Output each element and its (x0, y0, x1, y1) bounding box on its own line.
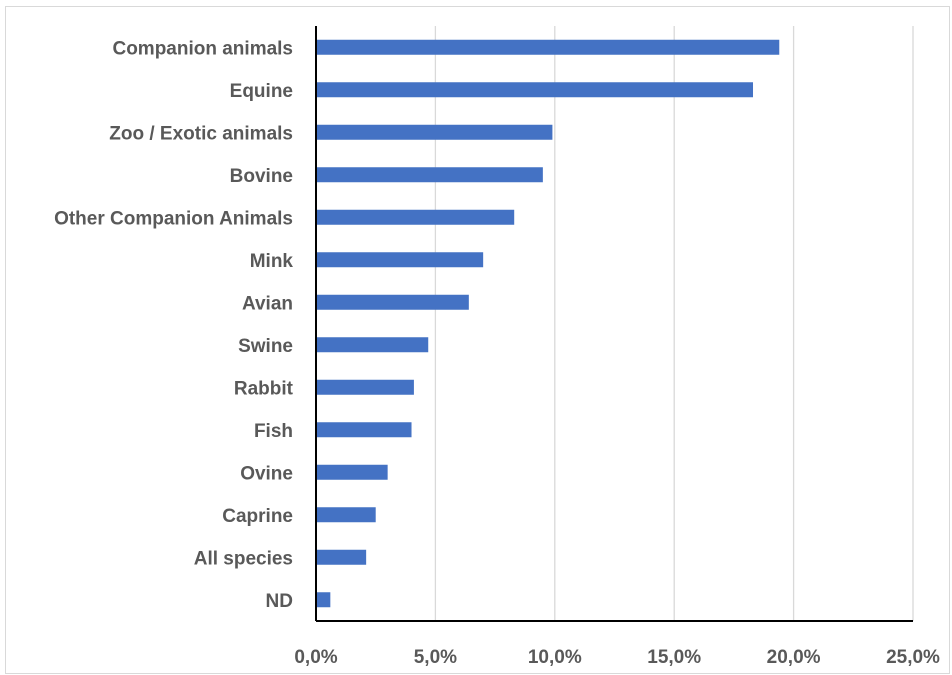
category-label-9: Fish (254, 421, 293, 442)
category-label-11: Caprine (222, 506, 293, 527)
bar-3 (316, 167, 543, 183)
bar-12 (316, 549, 367, 565)
category-label-10: Ovine (240, 463, 293, 484)
category-label-12: All species (194, 548, 293, 569)
category-label-13: ND (266, 591, 293, 612)
bar-7 (316, 337, 429, 353)
category-label-5: Mink (250, 251, 294, 272)
x-tick-label-1: 5,0% (414, 647, 457, 668)
category-label-3: Bovine (230, 166, 293, 187)
bar-4 (316, 209, 515, 225)
category-label-2: Zoo / Exotic animals (109, 123, 293, 144)
x-tick-label-3: 15,0% (647, 647, 701, 668)
bars (316, 39, 780, 608)
category-label-4: Other Companion Animals (54, 208, 293, 229)
bar-0 (316, 39, 780, 55)
chart-frame (5, 6, 950, 674)
x-tick-labels: 0,0% 5,0% 10,0% 15,0% 20,0% 25,0% (294, 647, 940, 668)
axes (315, 26, 913, 622)
bar-11 (316, 507, 376, 523)
bar-5 (316, 252, 484, 268)
x-tick-label-4: 20,0% (767, 647, 821, 668)
category-labels: Companion animals Equine Zoo / Exotic anim… (54, 38, 294, 612)
category-label-0: Companion animals (112, 38, 293, 59)
bar-6 (316, 294, 469, 310)
bar-8 (316, 379, 414, 395)
x-tick-label-2: 10,0% (528, 647, 582, 668)
category-label-6: Avian (242, 293, 293, 314)
x-tick-label-0: 0,0% (294, 647, 337, 668)
category-label-7: Swine (238, 336, 293, 357)
category-label-1: Equine (230, 81, 293, 102)
bar-13 (316, 592, 331, 608)
bar-1 (316, 82, 754, 98)
x-tick-label-5: 25,0% (886, 647, 940, 668)
gridlines (434, 26, 914, 621)
bar-2 (316, 124, 553, 140)
category-label-8: Rabbit (234, 378, 294, 399)
bar-10 (316, 464, 388, 480)
bar-9 (316, 422, 412, 438)
